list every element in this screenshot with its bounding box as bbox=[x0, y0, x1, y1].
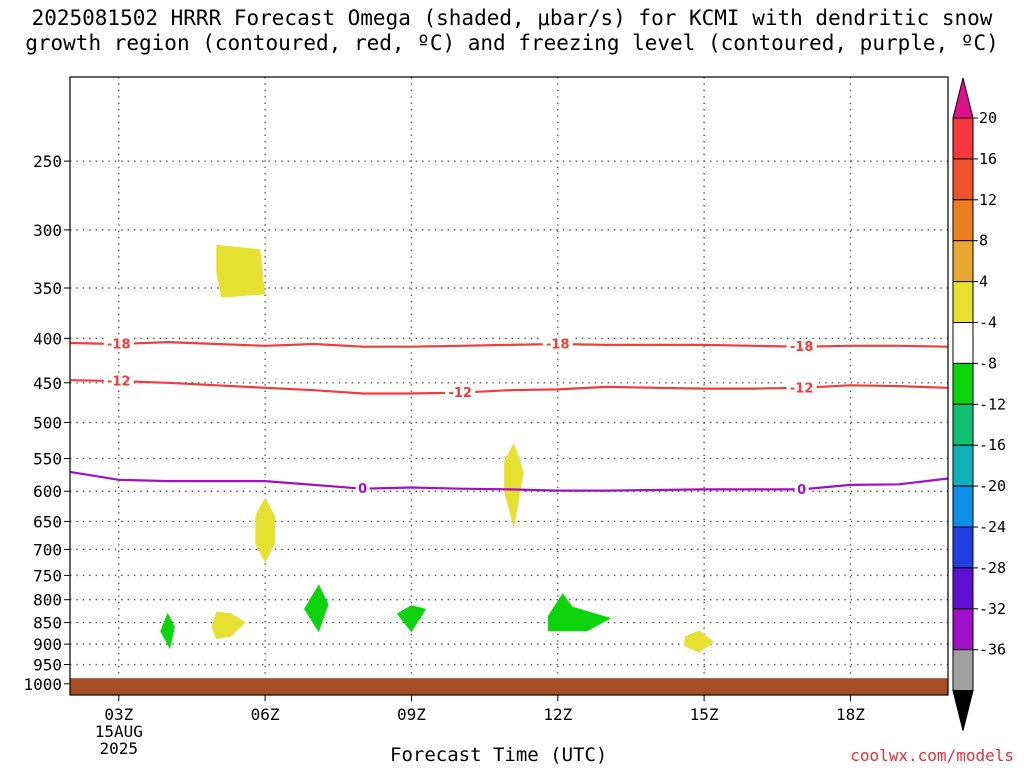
contour-label-bg bbox=[103, 374, 134, 389]
x-tick-label: 15AUG bbox=[95, 722, 143, 741]
colorbar-swatch bbox=[952, 526, 974, 569]
omega-region bbox=[211, 611, 246, 640]
omega-region bbox=[684, 630, 714, 653]
colorbar-swatch bbox=[952, 649, 974, 692]
colorbar-swatch bbox=[952, 117, 974, 160]
colorbar-swatch bbox=[952, 403, 974, 446]
y-tick-label: 1000 bbox=[23, 675, 62, 694]
y-tick-label: 650 bbox=[33, 512, 62, 531]
contour-label: -12 bbox=[448, 386, 472, 401]
y-tick-label: 750 bbox=[33, 566, 62, 585]
x-tick-label: 12Z bbox=[543, 705, 572, 724]
y-tick-label: 900 bbox=[33, 635, 62, 654]
colorbar-label: 4 bbox=[979, 273, 988, 291]
contour-lines: -18 -18 -18 -12 -12 -12 0 0 bbox=[69, 336, 949, 498]
contour-label-bg bbox=[103, 336, 134, 351]
omega-region bbox=[504, 443, 524, 529]
colorbar-label: 12 bbox=[979, 191, 997, 209]
colorbar-label: -20 bbox=[979, 477, 1006, 495]
colorbar-label: -36 bbox=[979, 641, 1006, 659]
colorbar-label: 8 bbox=[979, 232, 988, 250]
y-tick-label: 400 bbox=[33, 329, 62, 348]
contour-label: -18 bbox=[790, 340, 814, 355]
contour-label-bg bbox=[355, 481, 370, 496]
contour-label: -12 bbox=[790, 381, 814, 396]
x-tick-label: 09Z bbox=[397, 705, 426, 724]
y-tick-label: 700 bbox=[33, 540, 62, 559]
y-axis-tick-labels: 250 300 350 400 450 500 550 600 650 700 750 800 850 9… bbox=[23, 152, 70, 694]
colorbar-label: -32 bbox=[979, 600, 1006, 618]
omega-region bbox=[255, 497, 275, 563]
colorbar-swatch bbox=[952, 485, 974, 528]
colorbar-swatch bbox=[952, 362, 974, 405]
colorbar-swatch bbox=[952, 608, 974, 651]
ground-surface bbox=[70, 678, 948, 695]
y-tick-label: 850 bbox=[33, 614, 62, 633]
x-tick-label: 03Z bbox=[104, 705, 133, 724]
colorbar-label: -24 bbox=[979, 518, 1006, 536]
omega-region bbox=[548, 593, 612, 632]
chart-title-line2: growth region (contoured, red, ºC) and f… bbox=[25, 31, 999, 55]
colorbar-bottom-arrow bbox=[952, 690, 974, 731]
colorbar-swatch bbox=[952, 240, 974, 283]
x-axis-label: Forecast Time (UTC) bbox=[390, 744, 608, 766]
omega-region bbox=[304, 584, 329, 633]
omega-shaded-regions bbox=[160, 244, 714, 653]
colorbar-swatch bbox=[952, 158, 974, 201]
contour-label: 0 bbox=[797, 483, 806, 498]
grid-lines bbox=[70, 77, 948, 695]
contour-label: -18 bbox=[546, 337, 570, 352]
y-tick-label: 800 bbox=[33, 591, 62, 610]
x-tick-label: 06Z bbox=[251, 705, 280, 724]
omega-region bbox=[396, 605, 427, 633]
source-credit: coolwx.com/models bbox=[850, 746, 1014, 765]
plot-frame bbox=[69, 76, 949, 696]
chart-title: 2025081502 HRRR Forecast Omega (shaded, … bbox=[0, 6, 1024, 56]
y-tick-label: 450 bbox=[33, 374, 62, 393]
contour-label: -18 bbox=[107, 337, 131, 352]
y-tick-label: 950 bbox=[33, 656, 62, 675]
x-tick-label: 2025 bbox=[100, 739, 139, 758]
x-tick-label: 15Z bbox=[690, 705, 719, 724]
colorbar-label: 16 bbox=[979, 150, 997, 168]
y-tick-label: 500 bbox=[33, 413, 62, 432]
y-tick-label: 250 bbox=[33, 152, 62, 171]
ground-fill bbox=[70, 678, 948, 695]
colorbar-label: -12 bbox=[979, 395, 1006, 413]
colorbar-swatch bbox=[952, 281, 974, 324]
chart-title-line1: 2025081502 HRRR Forecast Omega (shaded, … bbox=[31, 6, 993, 30]
contour-label: -12 bbox=[107, 375, 131, 390]
y-tick-label: 550 bbox=[33, 449, 62, 468]
colorbar-swatch bbox=[952, 444, 974, 487]
contour-label-bg bbox=[786, 380, 817, 395]
colorbar-label: -8 bbox=[979, 354, 997, 372]
contour-label-bg bbox=[445, 385, 476, 400]
y-tick-label: 300 bbox=[33, 221, 62, 240]
x-tick-label: 18Z bbox=[836, 705, 865, 724]
y-tick-label: 600 bbox=[33, 482, 62, 501]
colorbar-label: 20 bbox=[979, 109, 997, 127]
omega-region bbox=[216, 244, 266, 298]
colorbar-swatch bbox=[952, 322, 974, 364]
contour-label-bg bbox=[794, 482, 809, 497]
colorbar-swatch bbox=[952, 567, 974, 610]
contour-label-bg bbox=[542, 336, 573, 351]
contour-label-bg bbox=[786, 339, 817, 354]
colorbar-label: -16 bbox=[979, 436, 1006, 454]
colorbar-legend: 20 16 12 8 4 -4 -8 -12 -16 -20 -24 -28 -32 -36 bbox=[952, 77, 1006, 731]
colorbar-swatch bbox=[952, 199, 974, 242]
contour-label: 0 bbox=[358, 482, 367, 497]
colorbar-label: -4 bbox=[979, 314, 997, 332]
colorbar-top-arrow bbox=[952, 77, 974, 119]
y-tick-label: 350 bbox=[33, 279, 62, 298]
colorbar-label: -28 bbox=[979, 559, 1006, 577]
omega-region bbox=[160, 612, 175, 650]
